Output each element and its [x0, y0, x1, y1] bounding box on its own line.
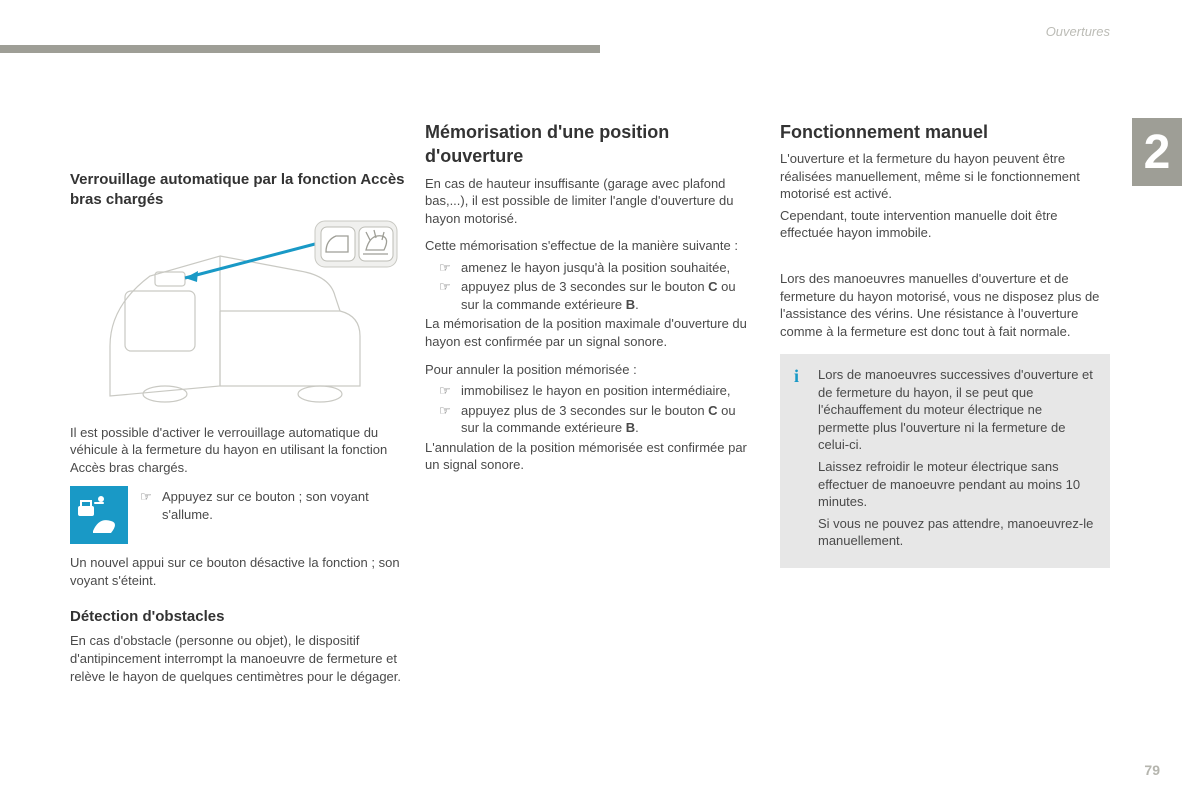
- pointer-icon: ☞: [439, 382, 461, 400]
- text-manual-3: Lors des manoeuvres manuelles d'ouvertur…: [780, 270, 1110, 340]
- info-icon: i: [794, 364, 799, 388]
- bullet-memo-2: ☞ appuyez plus de 3 secondes sur le bout…: [439, 278, 750, 313]
- bullet-cancel-2: ☞ appuyez plus de 3 secondes sur le bout…: [439, 402, 750, 437]
- text-activate: Il est possible d'activer le verrouillag…: [70, 424, 405, 477]
- heading-manual: Fonctionnement manuel: [780, 120, 1110, 144]
- top-bar: [0, 45, 600, 53]
- page-number: 79: [1144, 762, 1160, 778]
- text-memo-b2: appuyez plus de 3 secondes sur le bouton…: [461, 278, 750, 313]
- heading-auto-lock: Verrouillage automatique par la fonction…: [70, 170, 405, 211]
- text-cancel-confirm: L'annulation de la position mémorisée es…: [425, 439, 750, 474]
- heading-obstacle: Détection d'obstacles: [70, 607, 405, 627]
- text-memo-confirm: La mémorisation de la position maximale …: [425, 315, 750, 350]
- lock-foot-icon: [70, 486, 128, 544]
- info-block: i Lors de manoeuvres successives d'ouver…: [780, 354, 1110, 567]
- text-memo-b1: amenez le hayon jusqu'à la position souh…: [461, 259, 730, 277]
- pointer-icon: ☞: [140, 488, 162, 523]
- text-cancel-b2: appuyez plus de 3 secondes sur le bouton…: [461, 402, 750, 437]
- button-instruction-row: ☞ Appuyez sur ce bouton ; son voyant s'a…: [70, 486, 405, 544]
- text-memo-intro: En cas de hauteur insuffisante (garage a…: [425, 175, 750, 228]
- pointer-icon: ☞: [439, 259, 461, 277]
- text-press-button: Appuyez sur ce bouton ; son voyant s'all…: [162, 488, 405, 523]
- column-1: Verrouillage automatique par la fonction…: [70, 170, 405, 689]
- bullet-cancel-1: ☞ immobilisez le hayon en position inter…: [439, 382, 750, 400]
- pointer-icon: ☞: [439, 402, 461, 437]
- text-manual-1: L'ouverture et la fermeture du hayon peu…: [780, 150, 1110, 203]
- pointer-icon: ☞: [439, 278, 461, 313]
- text-manual-2: Cependant, toute intervention manuelle d…: [780, 207, 1110, 242]
- info-text-2: Laissez refroidir le moteur électrique s…: [818, 458, 1096, 511]
- section-label: Ouvertures: [1046, 24, 1110, 39]
- heading-memo: Mémorisation d'une position d'ouverture: [425, 120, 750, 169]
- text-cancel-intro: Pour annuler la position mémorisée :: [425, 361, 750, 379]
- tailgate-diagram: [70, 216, 400, 416]
- text-obstacle: En cas d'obstacle (personne ou objet), l…: [70, 632, 405, 685]
- info-text-1: Lors de manoeuvres successives d'ouvertu…: [818, 366, 1096, 454]
- info-text-3: Si vous ne pouvez pas attendre, manoeuvr…: [818, 515, 1096, 550]
- chapter-number: 2: [1132, 118, 1182, 186]
- text-disable: Un nouvel appui sur ce bouton désactive …: [70, 554, 405, 589]
- text-memo-how: Cette mémorisation s'effectue de la mani…: [425, 237, 750, 255]
- column-3: Fonctionnement manuel L'ouverture et la …: [780, 120, 1110, 568]
- bullet-memo-1: ☞ amenez le hayon jusqu'à la position so…: [439, 259, 750, 277]
- column-2: Mémorisation d'une position d'ouverture …: [425, 120, 750, 478]
- text-cancel-b1: immobilisez le hayon en position intermé…: [461, 382, 731, 400]
